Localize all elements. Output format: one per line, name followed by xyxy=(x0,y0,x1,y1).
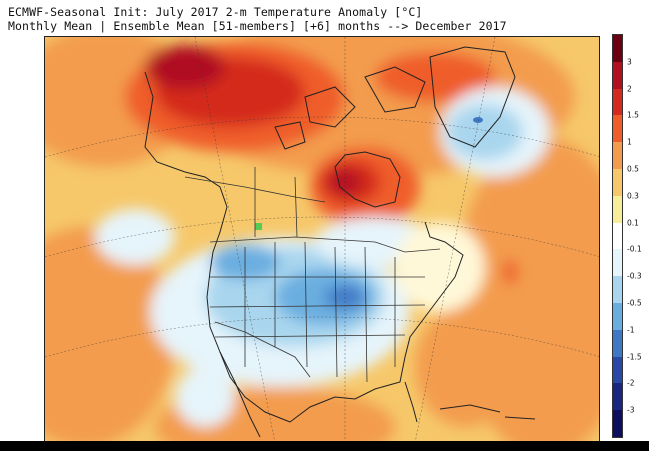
colorbar-segment xyxy=(613,276,622,304)
colorbar-tick-label: -1 xyxy=(627,325,635,335)
colorbar-tick-label: 1.5 xyxy=(627,110,639,120)
small-cool-core xyxy=(473,117,483,123)
chart-title-line1: ECMWF-Seasonal Init: July 2017 2-m Tempe… xyxy=(8,5,423,19)
colorbar-segment xyxy=(613,115,622,143)
colorbar-segment xyxy=(613,88,622,116)
colorbar-segment xyxy=(613,35,622,62)
colorbar-segment xyxy=(613,383,622,411)
colorbar-tick-label: -0.1 xyxy=(627,244,642,254)
temperature-anomaly-map xyxy=(44,36,600,442)
colorbar-tick-label: 0.3 xyxy=(627,191,639,201)
colorbar-segment xyxy=(613,195,622,223)
colorbar-tick-label: -0.3 xyxy=(627,271,642,281)
colorbar-tick-label: -1.5 xyxy=(627,352,642,362)
colorbar xyxy=(612,34,623,438)
colorbar-segment xyxy=(613,61,622,89)
colorbar-tick-label: -3 xyxy=(627,405,635,415)
colorbar-segment xyxy=(613,142,622,170)
chart-title-line2: Monthly Mean | Ensemble Mean [51-members… xyxy=(8,19,507,33)
colorbar-tick-label: 0.1 xyxy=(627,218,639,228)
colorbar-tick-label: 3 xyxy=(627,57,632,67)
political-borders xyxy=(184,167,441,383)
colorbar-tick-label: -2 xyxy=(627,378,635,388)
colorbar-segment xyxy=(613,222,622,250)
colorbar-segment xyxy=(613,249,622,277)
graticule xyxy=(45,37,599,441)
colorbar-tick-label: 2 xyxy=(627,84,632,94)
anomaly-field xyxy=(45,37,599,441)
bottom-bar xyxy=(0,441,649,451)
colorbar-segment xyxy=(613,169,622,196)
colorbar-segment xyxy=(613,329,622,357)
colorbar-tick-label: 1 xyxy=(627,137,632,147)
colorbar-segment xyxy=(613,356,622,384)
small-anomaly-patch xyxy=(255,223,262,230)
coastlines xyxy=(144,46,536,438)
colorbar-tick-label: 0.5 xyxy=(627,164,639,174)
colorbar-segment xyxy=(613,410,622,438)
map-canvas xyxy=(45,37,599,441)
colorbar-tick-label: -0.5 xyxy=(627,298,642,308)
colorbar-segment xyxy=(613,303,622,330)
